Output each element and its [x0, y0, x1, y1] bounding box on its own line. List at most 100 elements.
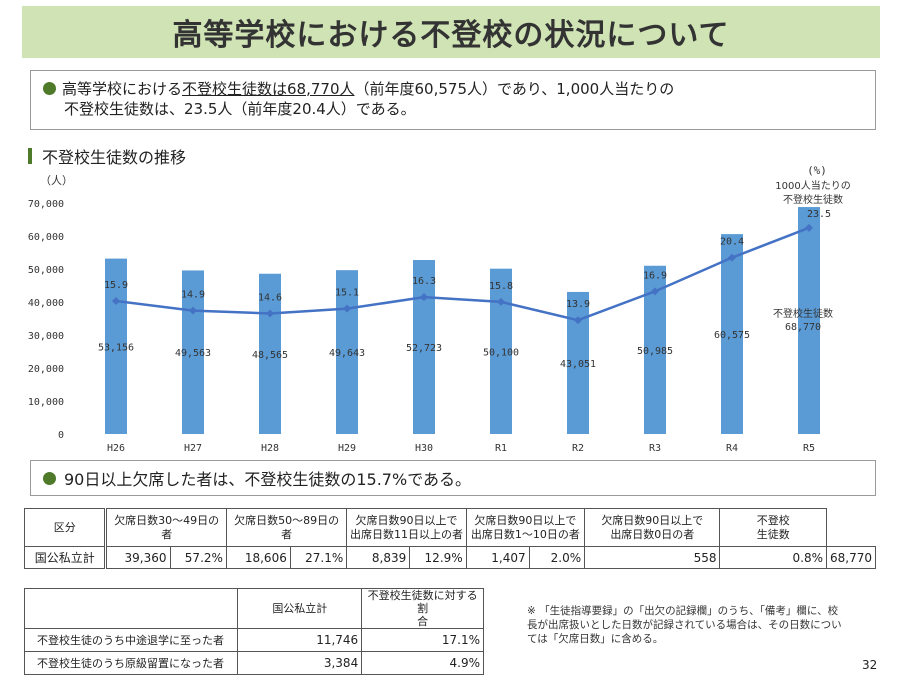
bar-value-label: 43,051	[560, 359, 596, 370]
table-header: 欠席日数90日以上で 出席日数1～10日の者	[465, 508, 586, 547]
y-tick-label: 0	[58, 430, 64, 441]
table-cell: 3,384	[237, 651, 363, 675]
bar-value-label: 53,156	[98, 342, 134, 353]
bar-value-label: 49,643	[329, 348, 365, 359]
rate-point-marker	[574, 316, 582, 325]
rate-value-label: 15.8	[489, 281, 513, 292]
rate-value-label: 14.9	[181, 290, 205, 301]
rate-point-marker	[343, 304, 351, 313]
table-cell: 12.9%	[409, 546, 467, 569]
page-number: 32	[862, 658, 878, 672]
dropout-table: 国公私立計 不登校生徒数に対する割合 不登校生徒のうち中途退学に至った者 11,…	[23, 588, 484, 675]
y-tick-label: 40,000	[28, 298, 64, 309]
bar-value-label: 48,565	[252, 350, 288, 361]
table-cell: 1,407	[465, 546, 530, 569]
rate-value-label: 15.1	[335, 288, 359, 299]
bar-value-label: 60,575	[714, 330, 750, 341]
table-header: 欠席日数30～49日の者	[105, 508, 227, 547]
summary-box: 高等学校における不登校生徒数は68,770人（前年度60,575人）であり、1,…	[30, 70, 876, 130]
chart-heading: 不登校生徒数の推移	[28, 144, 186, 168]
table-cell: 27.1%	[289, 546, 348, 569]
x-tick-label: R2	[572, 443, 584, 454]
x-tick-label: R4	[726, 443, 738, 454]
table-row: 国公私立計 39,360 57.2% 18,606 27.1% 8,839 12…	[23, 546, 876, 569]
bar	[336, 270, 358, 434]
rate-point-marker	[112, 296, 120, 305]
summary-text-underlined: 不登校生徒数は68,770人	[182, 80, 355, 98]
x-tick-label: H29	[338, 443, 356, 454]
rate-value-label: 16.9	[643, 270, 667, 281]
table-cell: 39,360	[105, 546, 171, 569]
bar-value-label: 50,985	[637, 346, 673, 357]
table-cell: 68,770	[826, 546, 876, 569]
rate-point-marker	[189, 306, 197, 315]
table-cell: 558	[584, 546, 721, 569]
table-cell: 17.1%	[361, 628, 484, 652]
rate-value-label: 20.4	[720, 237, 744, 248]
summary-line-1: 高等学校における不登校生徒数は68,770人（前年度60,575人）であり、1,…	[43, 79, 863, 99]
y-tick-label: 10,000	[28, 397, 64, 408]
table-cell: 8,839	[346, 546, 411, 569]
rate-point-marker	[420, 293, 428, 302]
x-tick-label: H30	[415, 443, 433, 454]
bar-annotation: 不登校生徒数	[773, 307, 833, 320]
absence-days-table: 区分 欠席日数30～49日の者 欠席日数50～89日の者 欠席日数90日以上で出…	[23, 508, 876, 569]
bar	[490, 268, 512, 434]
chart-heading-text: 不登校生徒数の推移	[42, 148, 187, 167]
row-label: 国公私立計	[23, 546, 108, 569]
table-header: 区分	[23, 508, 108, 547]
page-title: 高等学校における不登校の状況について	[172, 18, 730, 53]
bar-value-label: 52,723	[406, 343, 442, 354]
bar-value-label: 50,100	[483, 347, 519, 358]
table-header: 欠席日数50～89日の者	[225, 508, 348, 547]
bullet-icon	[43, 471, 56, 485]
table-header-row: 区分 欠席日数30～49日の者 欠席日数50～89日の者 欠席日数90日以上で出…	[23, 508, 876, 547]
table-row: 不登校生徒のうち中途退学に至った者 11,746 17.1%	[23, 628, 484, 652]
x-tick-label: H26	[107, 443, 125, 454]
absence-summary-text: 90日以上欠席した者は、不登校生徒数の15.7%である。	[64, 470, 472, 489]
rate-value-label: 23.5	[807, 209, 831, 220]
table-header: 欠席日数90日以上で 出席日数0日の者	[584, 508, 721, 547]
table-cell: 4.9%	[361, 651, 484, 675]
table-header: 国公私立計	[237, 588, 363, 629]
y-axis-unit: （人）	[40, 174, 73, 187]
table-row: 不登校生徒のうち原級留置になった者 3,384 4.9%	[23, 651, 484, 675]
rate-point-marker	[497, 297, 505, 306]
bar	[721, 234, 743, 434]
rate-point-marker	[728, 253, 736, 262]
bar-value-label: 49,563	[175, 348, 211, 359]
rate-value-label: 16.3	[412, 276, 436, 287]
footnote: ※ 「生徒指導要録」の「出欠の記録欄」のうち、「備考」欄に、校長が出席扱いとした…	[527, 605, 842, 645]
y-tick-label: 30,000	[28, 331, 64, 342]
y-tick-label: 20,000	[28, 364, 64, 375]
row-label: 不登校生徒のうち原級留置になった者	[23, 651, 239, 675]
bar	[567, 291, 589, 434]
rate-point-marker	[805, 223, 813, 232]
y-tick-label: 50,000	[28, 265, 64, 276]
table-header: 不登校生徒数に対する割合	[361, 588, 484, 629]
table-cell: 57.2%	[169, 546, 227, 569]
heading-marker	[28, 148, 32, 164]
table-cell: 0.8%	[719, 546, 827, 569]
summary-text-a: 高等学校における	[62, 80, 183, 98]
row-label: 不登校生徒のうち中途退学に至った者	[23, 628, 239, 652]
table-header: 不登校 生徒数	[719, 508, 827, 547]
table-cell: 18,606	[225, 546, 291, 569]
rate-point-marker	[266, 309, 274, 318]
y2-axis-unit: (%)	[807, 164, 827, 177]
y-tick-label: 60,000	[28, 232, 64, 243]
x-tick-label: R1	[495, 443, 507, 454]
rate-line	[115, 226, 810, 322]
bullet-icon	[43, 82, 56, 95]
table-cell: 11,746	[237, 628, 363, 652]
bar	[644, 265, 666, 434]
absence-summary-box: 90日以上欠席した者は、不登校生徒数の15.7%である。	[30, 460, 876, 496]
rate-value-label: 14.6	[258, 292, 282, 303]
title-banner: 高等学校における不登校の状況について	[22, 6, 880, 58]
bar-line-chart: （人） 0 10,000 20,000 30,000 40,000 50,000 60,000…	[28, 164, 851, 454]
line-annotation: 1000人当たりの	[775, 179, 850, 192]
x-tick-label: H28	[261, 443, 279, 454]
summary-text-b: （前年度60,575人）であり、1,000人当たりの	[354, 80, 675, 98]
bar	[413, 260, 435, 434]
bar-value-label: 68,770	[785, 322, 821, 333]
